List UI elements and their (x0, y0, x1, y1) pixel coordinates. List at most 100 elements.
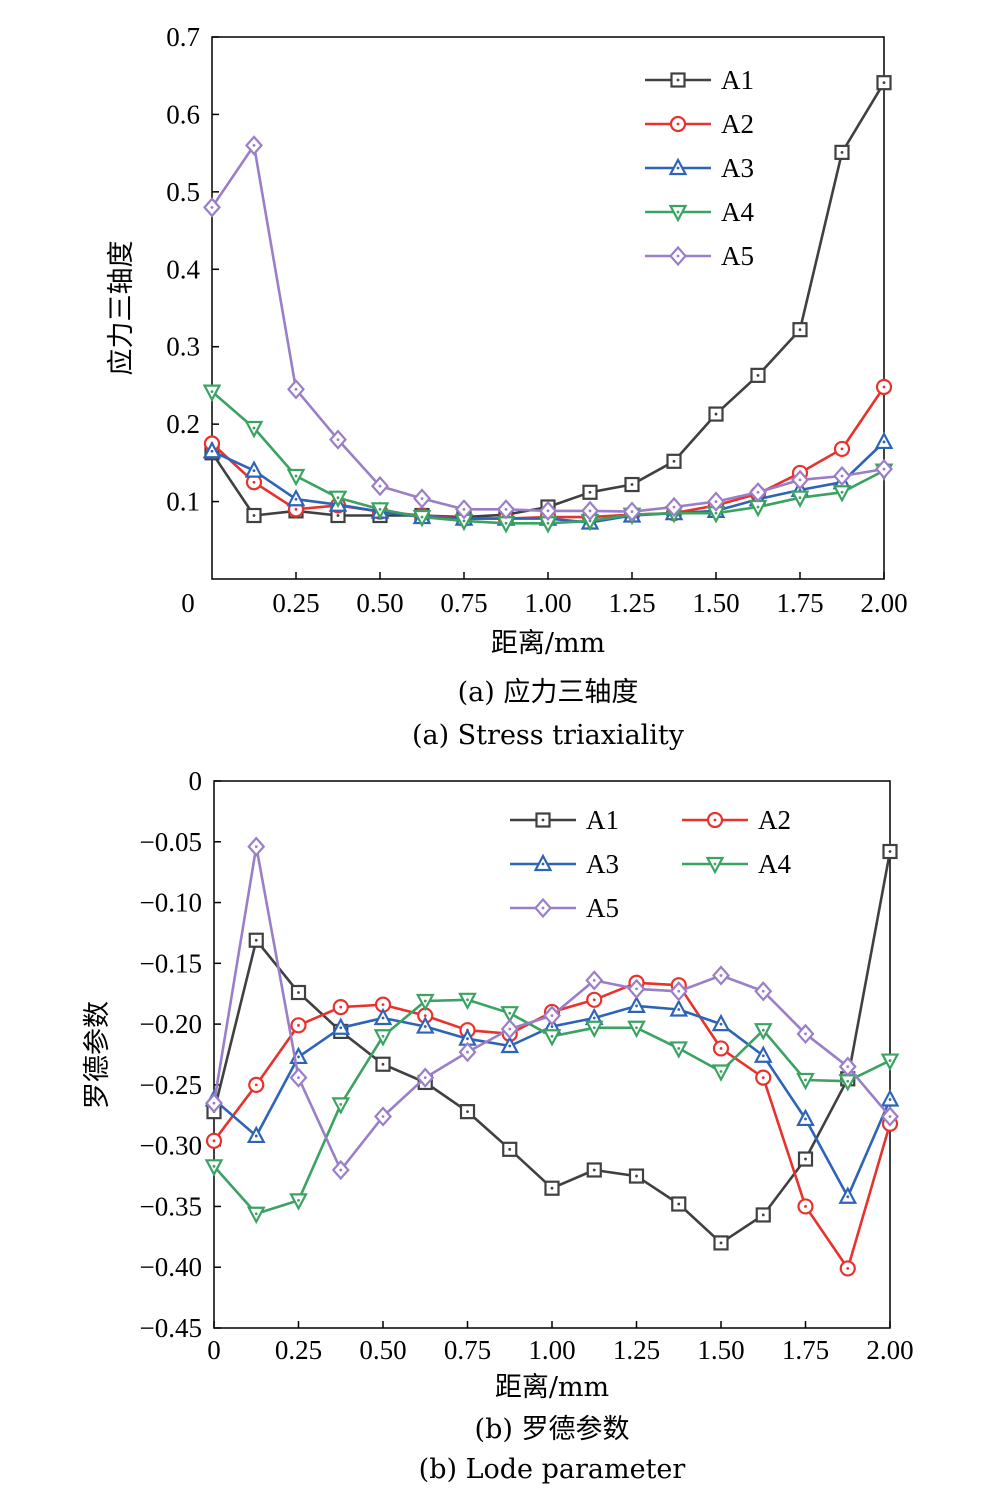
data-point-a4-dot (339, 1102, 343, 1106)
y-tick-label: 0.4 (166, 254, 200, 284)
y-tick-label: −0.25 (140, 1070, 202, 1100)
data-point-a4-dot (254, 1212, 258, 1216)
data-point-a5-dot (804, 1032, 807, 1036)
data-point-a3-dot (761, 1054, 765, 1058)
legend-item-a2: A2 (645, 109, 754, 139)
x-axis-label: 距离/mm (491, 628, 605, 659)
data-point-a1-dot (630, 483, 634, 486)
data-point-a5-dot (798, 478, 802, 482)
data-point-a2-dot (294, 507, 298, 511)
y-tick-label: 0.1 (166, 487, 200, 517)
y-axis-label: 应力三轴度 (106, 241, 137, 376)
legend-item-a3: A3 (645, 153, 754, 183)
y-tick-label: −0.45 (140, 1313, 202, 1343)
x-tick-label: 0.50 (359, 1335, 406, 1365)
legend-marker-dot (676, 122, 680, 126)
data-point-a2-dot (423, 1014, 427, 1018)
x-tick-label: 0.25 (275, 1335, 322, 1365)
legend: A1 A2 A3 A4 A5 (510, 805, 791, 923)
legend-label: A1 (586, 805, 619, 835)
data-point-a2-dot (254, 1083, 258, 1087)
legend-item-a5: A5 (645, 241, 754, 271)
y-tick-label: 0.6 (166, 99, 200, 129)
data-point-a4-dot (252, 426, 256, 430)
x-tick-label: 1.00 (524, 588, 571, 618)
data-point-a4-dot (420, 515, 424, 519)
data-point-a4-dot (846, 1079, 850, 1083)
x-tick-label: 0.25 (272, 588, 319, 618)
legend-item-a4: A4 (682, 849, 791, 879)
plot-frame (211, 36, 885, 580)
x-tick-label: 0.50 (356, 588, 403, 618)
legend: A1 A2 A3 A4 A5 (645, 65, 754, 271)
data-point-a1-dot (798, 328, 802, 332)
data-point-a2-dot (840, 447, 844, 451)
data-point-a2-dot (381, 1003, 385, 1007)
data-point-a5-dot (336, 438, 340, 442)
data-point-a3-dot (210, 449, 214, 453)
caption-en: (b) Lode parameter (419, 1454, 686, 1485)
data-point-a4-dot (466, 998, 469, 1002)
data-point-a3-dot (423, 1025, 427, 1028)
data-point-a4-dot (635, 1026, 638, 1030)
data-point-a4-dot (719, 1070, 723, 1073)
legend-label: A5 (721, 241, 754, 271)
x-tick-label: 0 (207, 1335, 221, 1365)
data-point-a1-dot (466, 1110, 469, 1114)
legend-item-a1: A1 (510, 805, 619, 835)
data-point-a5-dot (294, 387, 298, 391)
legend-item-a1: A1 (645, 65, 754, 95)
data-point-a3-dot (339, 1026, 343, 1030)
data-point-a3-dot (508, 1044, 512, 1048)
y-tick-label: 0.2 (166, 409, 200, 439)
x-tick-label: 0 (181, 588, 195, 618)
x-axis-label: 距离/mm (495, 1372, 609, 1403)
data-point-a5-dot (588, 509, 592, 513)
series-a4 (204, 992, 900, 1225)
data-point-a5-dot (254, 845, 258, 849)
series-line-a5 (210, 144, 885, 513)
legend-marker-dot (713, 818, 717, 822)
data-point-a5-dot (630, 510, 634, 514)
legend-label: A3 (721, 153, 754, 183)
data-point-a4-dot (804, 1078, 807, 1082)
data-point-a1-dot (336, 514, 340, 517)
legend-item-a3: A3 (510, 849, 619, 879)
x-tick-label: 0.75 (440, 588, 487, 618)
x-tick-label: 2.00 (860, 588, 907, 618)
data-point-a4-dot (378, 507, 382, 511)
data-point-a1-dot (254, 938, 258, 942)
data-point-a4-dot (798, 496, 802, 500)
data-point-a2-dot (252, 480, 256, 484)
data-point-a2-dot (804, 1205, 807, 1208)
y-tick-label: −0.35 (140, 1191, 202, 1221)
legend-item-a2: A2 (682, 805, 791, 835)
y-tick-label: 0.3 (166, 332, 200, 362)
y-axis-ticks: 0.1 0.2 0.3 0.4 0.5 0.6 0.7 (166, 22, 219, 517)
x-tick-label: 1.50 (697, 1335, 744, 1365)
data-point-a5-dot (466, 1050, 469, 1054)
legend-label: A2 (721, 109, 754, 139)
x-tick-label: 1.25 (613, 1335, 660, 1365)
data-point-a1-dot (297, 991, 300, 994)
x-tick-label: 1.00 (528, 1335, 575, 1365)
series-line-a2 (211, 386, 886, 520)
data-point-a1-dot (719, 1241, 723, 1245)
data-point-a3-dot (254, 1134, 258, 1138)
data-point-a3-dot (466, 1037, 469, 1041)
data-point-a1-dot (882, 81, 886, 85)
data-point-a5-dot (756, 490, 760, 494)
y-tick-label: −0.15 (140, 948, 202, 978)
data-point-a5-dot (339, 1168, 343, 1172)
data-point-a4-dot (294, 474, 298, 478)
data-point-a1-dot (592, 1168, 596, 1172)
caption-cn: (a) 应力三轴度 (458, 677, 639, 708)
data-point-a4-dot (592, 1026, 596, 1030)
data-point-a1-dot (381, 1062, 385, 1066)
data-point-a5-dot (423, 1076, 427, 1079)
data-point-a3-dot (804, 1117, 807, 1121)
data-point-a4-dot (756, 505, 760, 509)
x-tick-label: 2.00 (866, 1335, 913, 1365)
data-point-a1-dot (677, 1202, 681, 1206)
